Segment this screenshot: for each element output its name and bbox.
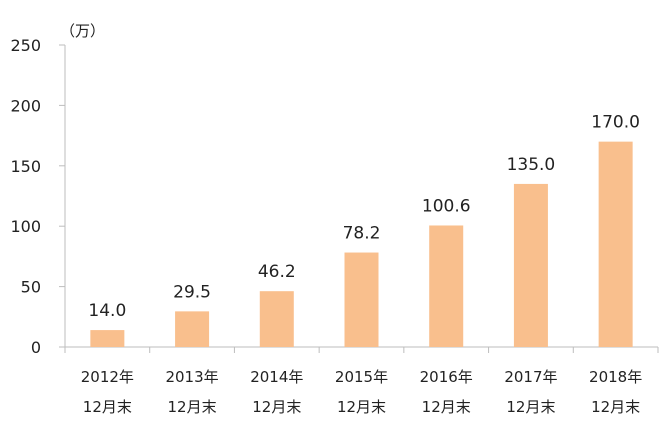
data-label: 170.0 (591, 113, 640, 133)
data-label: 29.5 (173, 282, 211, 302)
x-category-label: 12月末 (83, 398, 132, 416)
bar (175, 311, 210, 347)
data-label: 100.6 (422, 196, 471, 216)
x-axis (64, 346, 659, 353)
unit-label: （万） (60, 22, 105, 40)
y-tick-label: 100 (10, 217, 41, 236)
x-category-label: 12月末 (168, 398, 217, 416)
bar (598, 141, 633, 347)
data-label: 135.0 (507, 155, 556, 175)
x-category-label: 12月末 (252, 398, 301, 416)
x-category-label: 12月末 (591, 398, 640, 416)
y-tick-label: 0 (31, 338, 41, 357)
x-category-label: 12月末 (506, 398, 555, 416)
y-tick-label: 50 (21, 278, 41, 297)
y-axis: 0 50 100 150 200 250 (10, 36, 66, 357)
x-category-label: 12月末 (422, 398, 471, 416)
x-category-label: 2014年 (250, 368, 303, 386)
data-label: 78.2 (343, 224, 381, 244)
x-category-label: 2018年 (589, 368, 642, 386)
bar (513, 183, 548, 347)
x-category-label: 2013年 (165, 368, 218, 386)
x-category-label: 2015年 (335, 368, 388, 386)
y-tick-label: 150 (10, 157, 41, 176)
bar (259, 291, 294, 347)
x-category-label: 2017年 (504, 368, 557, 386)
x-category-label: 12月末 (337, 398, 386, 416)
category-labels: 2012年 12月末 2013年 12月末 2014年 12月末 2015年 12月末 2016… (81, 368, 642, 416)
data-label: 14.0 (88, 301, 126, 321)
bar (90, 330, 125, 347)
data-label: 46.2 (258, 262, 296, 282)
y-tick-label: 250 (10, 36, 41, 55)
x-category-label: 2016年 (420, 368, 473, 386)
x-category-label: 2012年 (81, 368, 134, 386)
bars (90, 141, 633, 347)
data-labels: 14.0 29.5 46.2 78.2 100.6 135.0 170.0 (88, 113, 640, 321)
bar (429, 225, 464, 347)
bar (344, 252, 379, 347)
y-tick-label: 200 (10, 96, 41, 115)
